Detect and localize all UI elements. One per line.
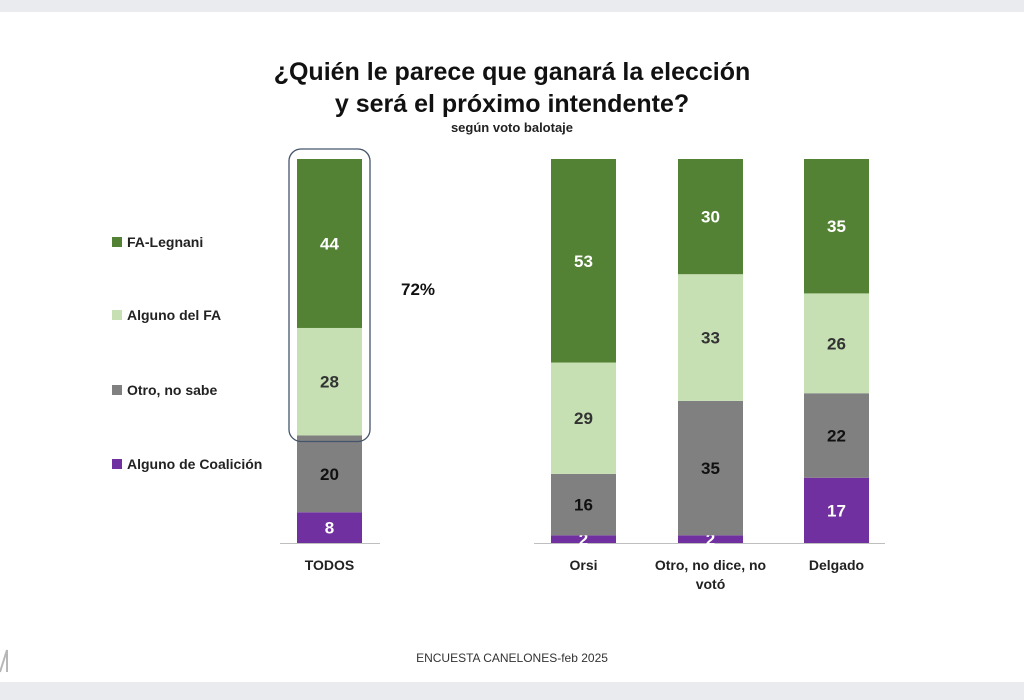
legend-swatch-alguno-de-coalicion (112, 459, 122, 469)
data-label-orsi-alguno-de-coalicion: 2 (579, 530, 588, 549)
bar-otro-no-dice-no-voto-alguno-de-coalicion (678, 535, 743, 543)
bar-todos-alguno-de-coalicion (297, 512, 362, 543)
data-label-otro-no-dice-no-voto-alguno-de-coalicion: 2 (706, 530, 715, 549)
legend-swatch-alguno-del-fa (112, 310, 122, 320)
data-label-delgado-alguno-de-coalicion: 17 (827, 501, 846, 520)
legend-label-alguno-de-coalicion: Alguno de Coalición (127, 456, 263, 472)
data-label-orsi-alguno-del-fa: 29 (574, 409, 593, 428)
data-label-todos-alguno-del-fa: 28 (320, 373, 339, 392)
corner-mark (0, 648, 8, 674)
category-label-otro-no-dice-no-voto: Otro, no dice, no (655, 557, 766, 573)
data-label-otro-no-dice-no-voto-fa-legnani: 30 (701, 208, 720, 227)
data-label-orsi-otro-no-sabe: 16 (574, 496, 593, 515)
bar-delgado-alguno-del-fa (804, 293, 869, 394)
bar-orsi-alguno-de-coalicion (551, 535, 616, 543)
legend-label-fa-legnani: FA-Legnani (127, 234, 204, 250)
bar-otro-no-dice-no-voto-otro-no-sabe (678, 400, 743, 536)
bar-orsi-fa-legnani (551, 159, 616, 363)
bar-todos-otro-no-sabe (297, 435, 362, 513)
legend-item-fa-legnani: FA-Legnani (112, 233, 203, 251)
category-label-todos: TODOS (305, 557, 355, 573)
data-label-otro-no-dice-no-voto-otro-no-sabe: 35 (701, 459, 720, 478)
data-label-delgado-alguno-del-fa: 26 (827, 334, 846, 353)
category-label-otro-no-dice-no-voto-line-2: votó (696, 576, 726, 592)
bar-otro-no-dice-no-voto-fa-legnani (678, 159, 743, 275)
bar-delgado-fa-legnani (804, 159, 869, 294)
legend-item-alguno-de-coalicion: Alguno de Coalición (112, 455, 262, 473)
chart-title-line-2: y será el próximo intendente? (334, 90, 690, 118)
bar-otro-no-dice-no-voto-alguno-del-fa (678, 274, 743, 401)
chart-subtitle: según voto balotaje (450, 120, 574, 135)
data-label-todos-otro-no-sabe: 20 (320, 465, 339, 484)
legend-item-otro-no-sabe: Otro, no sabe (112, 381, 217, 399)
data-label-delgado-fa-legnani: 35 (827, 217, 846, 236)
stacked-bar-chart: 8 20 28 44 TODOS 2 16 29 53 Orsi 2 35 33 30 Otro, no d… (280, 148, 885, 592)
bar-delgado-alguno-de-coalicion (804, 477, 869, 543)
category-label-delgado: Delgado (809, 557, 864, 573)
chart-title-line-1: ¿Quién le parece que ganará la elección (273, 58, 751, 86)
data-label-otro-no-dice-no-voto-alguno-del-fa: 33 (701, 329, 720, 348)
data-label-delgado-otro-no-sabe: 22 (827, 426, 846, 445)
bar-todos-fa-legnani (297, 159, 362, 328)
category-label-orsi: Orsi (569, 557, 597, 573)
data-label-todos-alguno-de-coalicion: 8 (325, 519, 334, 538)
bar-orsi-otro-no-sabe (551, 473, 616, 536)
data-label-todos-fa-legnani: 44 (320, 234, 339, 253)
legend-swatch-otro-no-sabe (112, 385, 122, 395)
chart-card: ¿Quién le parece que ganará la elección … (0, 12, 1024, 682)
legend-label-otro-no-sabe: Otro, no sabe (127, 382, 218, 398)
source-footer: ENCUESTA CANELONES-feb 2025 (416, 651, 608, 665)
legend-label-alguno-del-fa: Alguno del FA (127, 307, 222, 323)
bar-orsi-alguno-del-fa (551, 362, 616, 474)
highlight-total-annotation: 72% (401, 280, 436, 299)
legend-item-alguno-del-fa: Alguno del FA (112, 306, 221, 324)
highlight-box (288, 148, 371, 443)
data-label-orsi-fa-legnani: 53 (574, 252, 593, 271)
bar-todos-alguno-del-fa (297, 327, 362, 436)
bar-delgado-otro-no-sabe (804, 393, 869, 478)
legend-swatch-fa-legnani (112, 237, 122, 247)
